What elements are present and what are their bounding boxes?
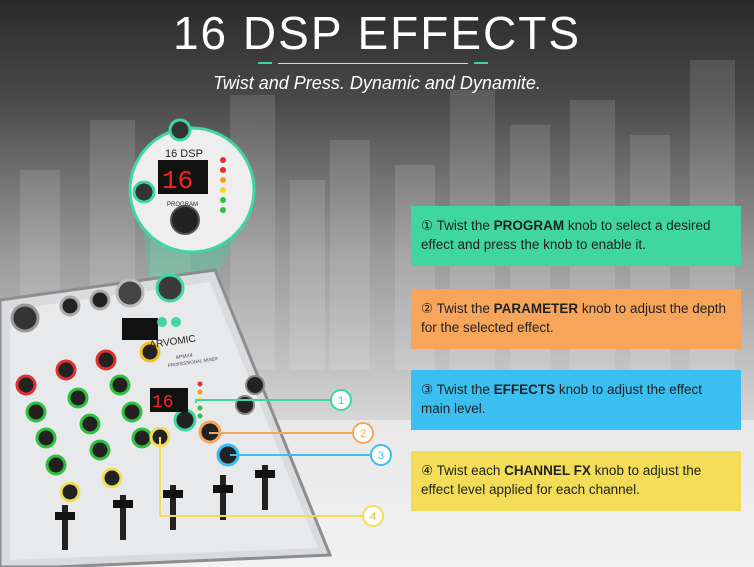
card-text-post: knob to adjust the effect main level. <box>421 382 703 416</box>
jack-icon <box>89 289 111 311</box>
card-text-pre: Twist each <box>433 463 505 478</box>
xlr-jack-icon <box>115 278 145 308</box>
callout-line-2 <box>209 432 352 434</box>
card-number: ② <box>421 301 434 316</box>
instruction-card-parameter: ② Twist the PARAMETER knob to adjust the… <box>411 289 741 349</box>
main-display <box>150 388 188 412</box>
zoom-display-value: 16 <box>162 166 193 196</box>
marker-2-label: 2 <box>360 428 366 440</box>
card-text-post: knob to adjust the depth for the selecte… <box>421 301 727 335</box>
zoom-display <box>158 160 208 194</box>
card-text-pre: Twist the <box>433 382 494 397</box>
marker-1 <box>330 389 352 411</box>
level-meter <box>197 381 203 419</box>
title-underline-left <box>258 62 272 64</box>
marker-3-label: 3 <box>378 450 384 462</box>
xlr-jack-icon <box>155 273 185 303</box>
card-text-post: knob to adjust the effect level applied … <box>421 463 702 497</box>
card-text-pre: Twist the <box>433 218 494 233</box>
card-keyword: EFFECTS <box>493 382 556 397</box>
callout-line-4 <box>159 437 362 517</box>
xlr-jack-icon <box>10 303 40 333</box>
model-label: APMX4 <box>175 353 193 361</box>
main-display-value: 16 <box>152 393 174 413</box>
marker-1-label: 1 <box>338 395 344 407</box>
page-subtitle: Twist and Press. Dynamic and Dynamite. <box>213 73 541 93</box>
marker-2 <box>352 422 374 444</box>
card-text-pre: Twist the <box>433 301 494 316</box>
title-underline <box>278 63 468 64</box>
mixer-panel <box>10 282 318 560</box>
callout-line-1 <box>195 399 330 403</box>
instruction-card-channel-fx: ④ Twist each CHANNEL FX knob to adjust t… <box>411 451 741 511</box>
zoom-level-meter <box>220 157 226 213</box>
program-knob-icon <box>170 205 200 235</box>
card-number: ③ <box>421 382 434 397</box>
card-keyword: CHANNEL FX <box>504 463 591 478</box>
card-number: ④ <box>421 463 434 478</box>
instruction-card-program: ① Twist the PROGRAM knob to select a des… <box>411 206 741 266</box>
marker-4 <box>362 505 384 527</box>
card-number: ① <box>421 218 434 233</box>
jack-icon <box>59 295 81 317</box>
page-title: 16 DSP EFFECTS <box>172 7 582 59</box>
marker-3 <box>370 444 392 466</box>
card-text-post: knob to select a desired effect and pres… <box>421 218 711 252</box>
title-underline-right <box>474 62 488 64</box>
instruction-card-effects: ③ Twist the EFFECTS knob to adjust the e… <box>411 370 741 430</box>
dsp-label: 16 DSP <box>165 148 203 160</box>
card-keyword: PROGRAM <box>493 218 565 233</box>
card-keyword: PARAMETER <box>493 301 579 316</box>
program-label: PROGRAM <box>167 202 198 208</box>
faders <box>55 465 275 550</box>
mini-display <box>122 318 158 340</box>
marker-4-label: 4 <box>370 511 376 523</box>
